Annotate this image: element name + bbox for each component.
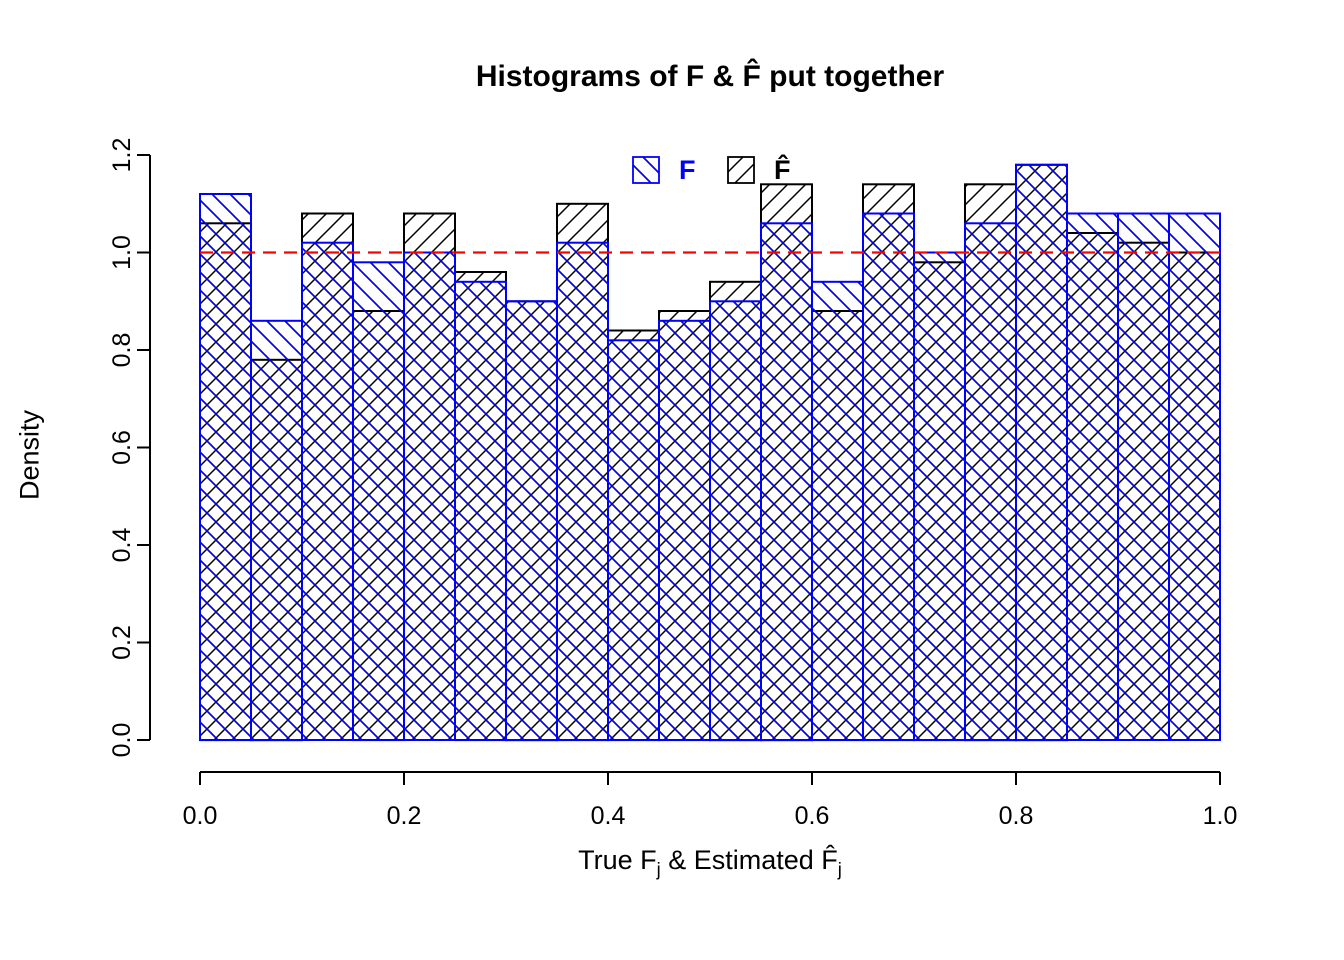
bar-F-5 [454, 280, 507, 742]
legend-label-1: F̂ [774, 153, 791, 185]
bars-layer [199, 163, 1221, 742]
bar-F-1 [250, 319, 303, 742]
x-tick-label-3: 0.6 [795, 802, 830, 830]
x-label-subscript-1: j [656, 858, 661, 880]
bar-F-2 [301, 241, 354, 741]
bar-F-7 [556, 241, 609, 741]
bar-F-13 [862, 212, 915, 741]
y-tick-label-3: 0.6 [108, 430, 136, 465]
x-tick-label-4: 0.8 [999, 802, 1034, 830]
bar-F-15 [964, 222, 1017, 742]
bar-F-19 [1168, 212, 1221, 741]
chart-title: Histograms of F & F̂ put together [475, 60, 945, 93]
x-tick-label-2: 0.4 [591, 802, 626, 830]
bar-F-8 [607, 339, 660, 742]
x-label-subscript-2: j [837, 858, 842, 880]
bar-F-10 [709, 300, 762, 742]
bar-F-3 [352, 261, 405, 742]
x-label-part-1: True F [578, 845, 657, 875]
bar-F-18 [1117, 212, 1170, 741]
y-tick-label-4: 0.8 [108, 333, 136, 368]
legend-swatch-0 [632, 156, 660, 184]
x-axis-label: True Fj & Estimated F̂j [200, 845, 1220, 880]
x-label-part-2: & Estimated [660, 845, 822, 875]
x-tick-label-1: 0.2 [387, 802, 422, 830]
bar-F-4 [403, 251, 456, 741]
bar-F-11 [760, 222, 813, 742]
legend-swatch-1 [727, 156, 755, 184]
x-tick-label-5: 1.0 [1203, 802, 1238, 830]
bar-F-9 [658, 319, 711, 742]
bar-F-16 [1015, 163, 1068, 742]
bar-F-0 [199, 193, 252, 741]
legend: F F̂ [632, 153, 791, 185]
bar-F-14 [913, 251, 966, 741]
y-tick-label-6: 1.2 [108, 138, 136, 173]
y-tick-label-1: 0.2 [108, 625, 136, 660]
bar-F-12 [811, 280, 864, 742]
y-tick-label-2: 0.4 [108, 528, 136, 563]
y-tick-label-5: 1.0 [108, 235, 136, 270]
legend-label-0: F [679, 155, 696, 185]
y-tick-label-0: 0.0 [108, 723, 136, 758]
x-tick-label-0: 0.0 [183, 802, 218, 830]
x-label-part-3: F̂ [821, 845, 838, 875]
bar-F-6 [505, 300, 558, 742]
series-F [199, 163, 1221, 742]
bar-F-17 [1066, 212, 1119, 741]
axes-layer: 0.0 0.2 0.4 0.6 0.8 1.0 1.2 0.0 0.2 0.4 0.6 0.8 1.0 [108, 138, 1237, 830]
